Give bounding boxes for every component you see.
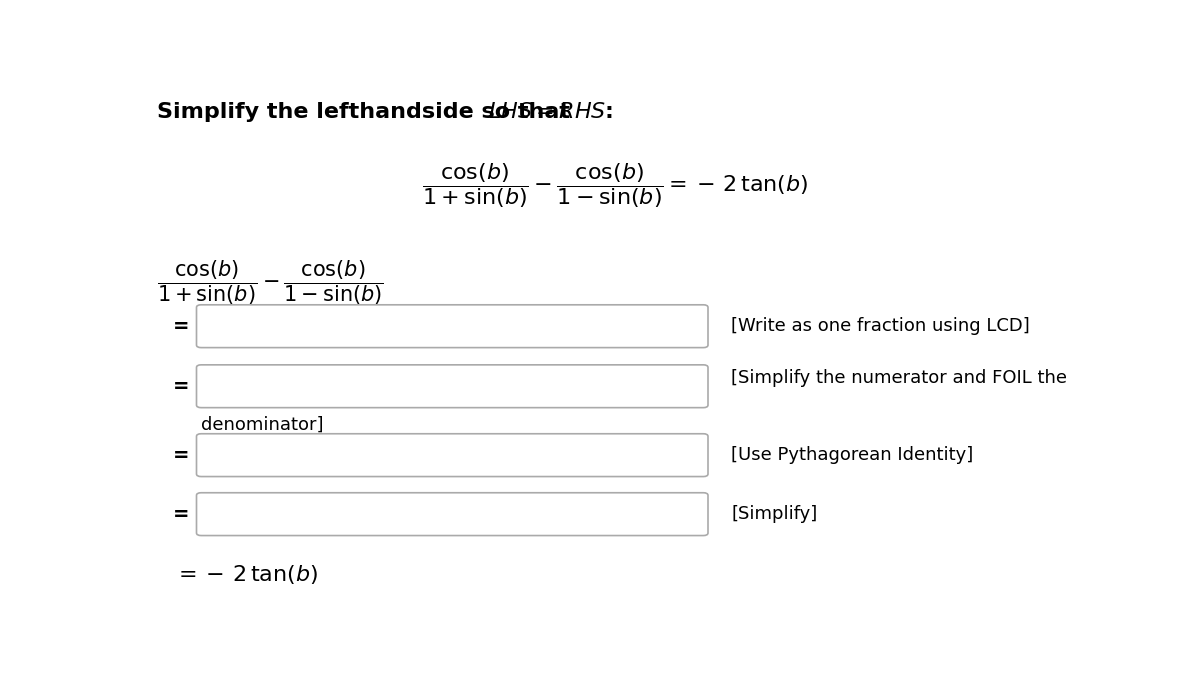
Text: =: =	[173, 377, 190, 396]
Text: [Use Pythagorean Identity]: [Use Pythagorean Identity]	[731, 446, 973, 464]
Text: [Simplify]: [Simplify]	[731, 505, 817, 523]
Text: =: =	[173, 504, 190, 523]
Text: =: =	[173, 445, 190, 464]
Text: $= -\,2\,\mathrm{tan}(b)$: $= -\,2\,\mathrm{tan}(b)$	[174, 563, 318, 586]
Text: Simplify the lefthandside so that: Simplify the lefthandside so that	[157, 102, 578, 122]
FancyBboxPatch shape	[197, 434, 708, 477]
Text: denominator]: denominator]	[202, 416, 324, 434]
Text: =: =	[173, 317, 190, 336]
Text: $\dfrac{\mathrm{cos}(b)}{1+\mathrm{sin}(b)}-\dfrac{\mathrm{cos}(b)}{1-\mathrm{si: $\dfrac{\mathrm{cos}(b)}{1+\mathrm{sin}(…	[157, 258, 384, 306]
Text: [Write as one fraction using LCD]: [Write as one fraction using LCD]	[731, 317, 1030, 335]
FancyBboxPatch shape	[197, 365, 708, 407]
Text: $\mathit{LHS} = \mathit{RHS}$:: $\mathit{LHS} = \mathit{RHS}$:	[487, 102, 613, 122]
FancyBboxPatch shape	[197, 305, 708, 348]
Text: [Simplify the numerator and FOIL the: [Simplify the numerator and FOIL the	[731, 370, 1067, 387]
FancyBboxPatch shape	[197, 493, 708, 536]
Text: $\dfrac{\mathrm{cos}(b)}{1+\mathrm{sin}(b)}-\dfrac{\mathrm{cos}(b)}{1-\mathrm{si: $\dfrac{\mathrm{cos}(b)}{1+\mathrm{sin}(…	[421, 161, 809, 210]
